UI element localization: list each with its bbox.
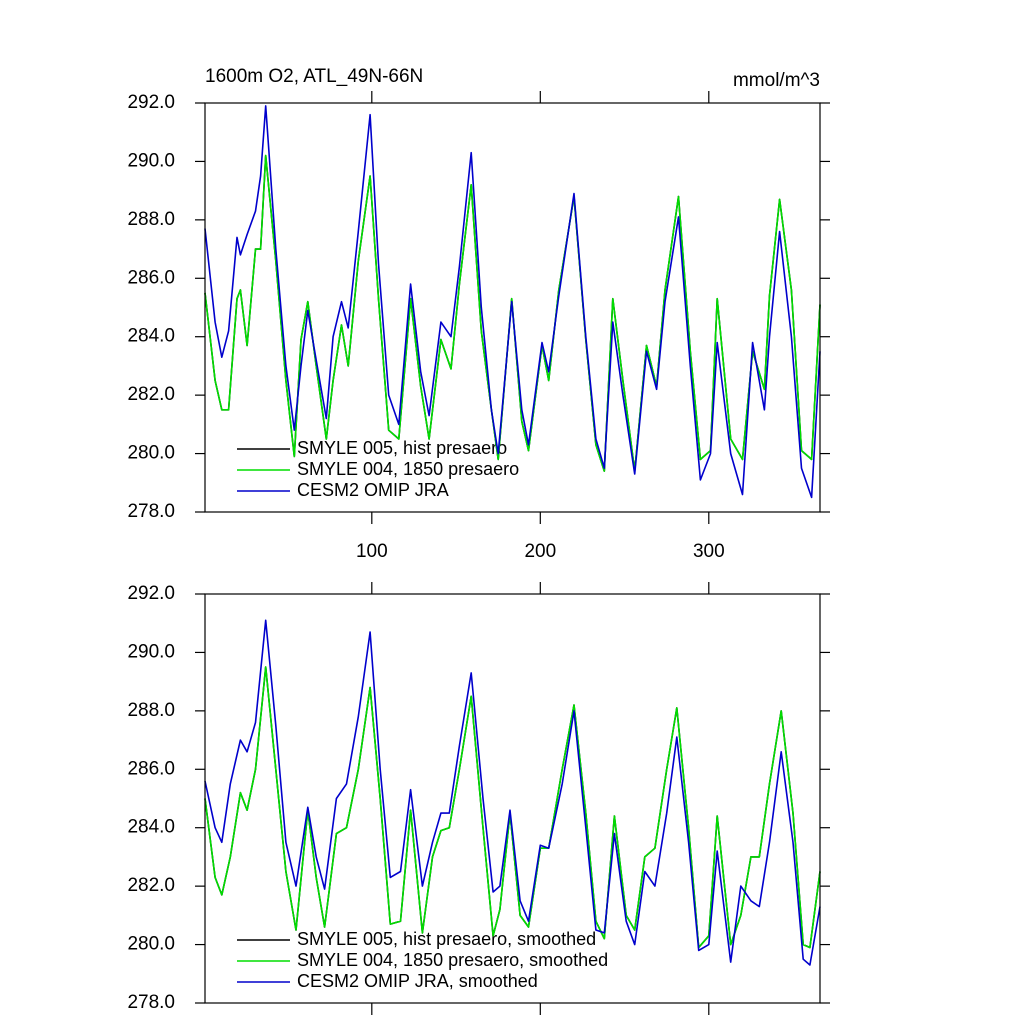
legend-label: CESM2 OMIP JRA, smoothed [297,971,538,991]
legend-label: SMYLE 005, hist presaero [297,438,507,458]
y-tick-label: 282.0 [127,875,175,896]
x-tick-label: 100 [356,541,388,562]
y-tick-label: 280.0 [127,934,175,955]
y-tick-label: 278.0 [127,992,175,1013]
y-tick-label: 286.0 [127,758,175,779]
y-tick-label: 280.0 [127,443,175,464]
series-line [204,105,821,499]
units-label: mmol/m^3 [733,70,820,91]
x-tick-label: 300 [693,541,725,562]
series-line [204,666,821,949]
y-tick-label: 284.0 [127,326,175,347]
y-tick-label: 290.0 [127,641,175,662]
y-tick-label: 292.0 [127,583,175,604]
y-tick-label: 284.0 [127,817,175,838]
y-tick-label: 292.0 [127,92,175,113]
series-line [204,619,821,966]
y-tick-label: 286.0 [127,267,175,288]
legend-label: SMYLE 004, 1850 presaero, smoothed [297,950,608,970]
y-tick-label: 288.0 [127,209,175,230]
plot-frame [204,593,821,1004]
legend-label: SMYLE 005, hist presaero, smoothed [297,929,596,949]
x-tick-label: 200 [524,541,556,562]
chart-title: 1600m O2, ATL_49N-66N [205,66,423,87]
y-tick-label: 282.0 [127,384,175,405]
legend-label: CESM2 OMIP JRA [297,480,449,500]
y-tick-label: 288.0 [127,700,175,721]
legend-label: SMYLE 004, 1850 presaero [297,459,519,479]
y-tick-label: 278.0 [127,501,175,522]
plot-frame [204,102,821,513]
y-tick-label: 290.0 [127,150,175,171]
series-line [204,666,821,949]
